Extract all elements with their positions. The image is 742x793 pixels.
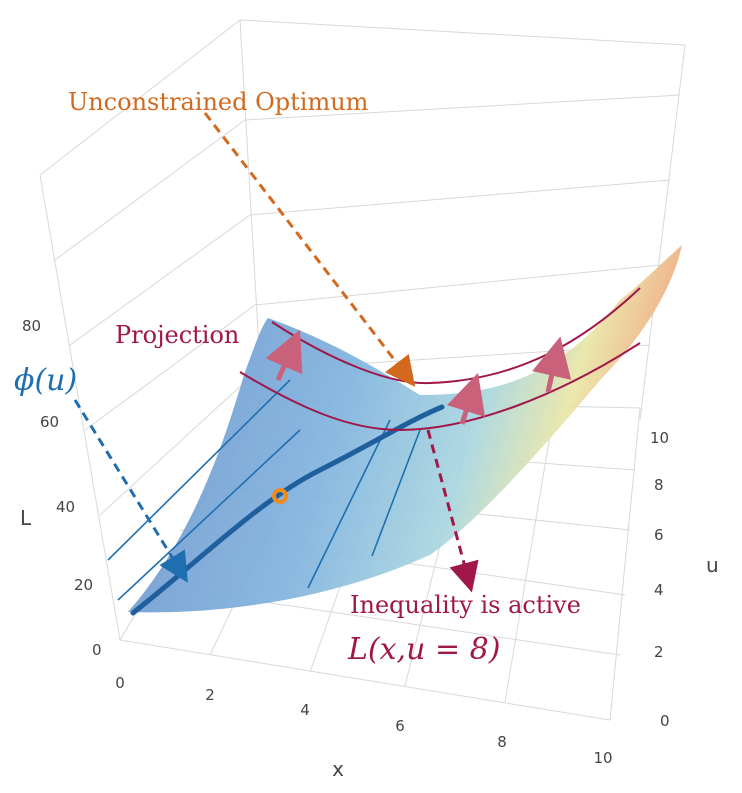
constraint-lines [107,379,421,601]
svg-text:6: 6 [395,717,405,735]
unconstrained-label: Unconstrained Optimum [68,88,369,116]
upper-parabola [271,287,641,385]
svg-text:8: 8 [654,476,664,494]
svg-text:0: 0 [660,712,670,730]
projection-arrows [265,329,572,425]
svg-text:20: 20 [74,576,93,594]
phi-label: ϕ(u) [14,363,77,398]
cost-surface [128,245,682,613]
svg-text:10: 10 [650,429,669,447]
svg-text:0: 0 [92,641,102,659]
svg-text:2: 2 [654,643,664,661]
svg-text:60: 60 [40,413,59,431]
svg-text:40: 40 [56,498,75,516]
slice-parabola [239,342,641,432]
l-ticks: 0 20 40 60 80 [22,317,102,659]
l-axis-title: L [20,506,32,530]
u-ticks: 0 2 4 6 8 10 [650,429,670,730]
inequality-label: Inequality is active [350,591,581,619]
inequality-arrow [426,429,479,593]
unconstrained-arrow [203,112,416,387]
svg-text:4: 4 [654,581,664,599]
phi-arrow [73,399,188,583]
svg-text:2: 2 [205,686,215,704]
x-ticks: 0 2 4 6 8 10 [115,674,612,767]
slice-label: L(x,u = 8) [347,632,500,667]
svg-text:6: 6 [654,526,664,544]
svg-text:0: 0 [115,674,125,692]
u-axis-title: u [706,553,719,577]
x-axis-title: x [332,757,344,781]
projection-label: Projection [115,321,239,349]
svg-text:80: 80 [22,317,41,335]
svg-text:4: 4 [300,701,310,719]
svg-text:10: 10 [593,749,612,767]
svg-text:8: 8 [497,733,507,751]
optimum-marker [272,488,288,504]
